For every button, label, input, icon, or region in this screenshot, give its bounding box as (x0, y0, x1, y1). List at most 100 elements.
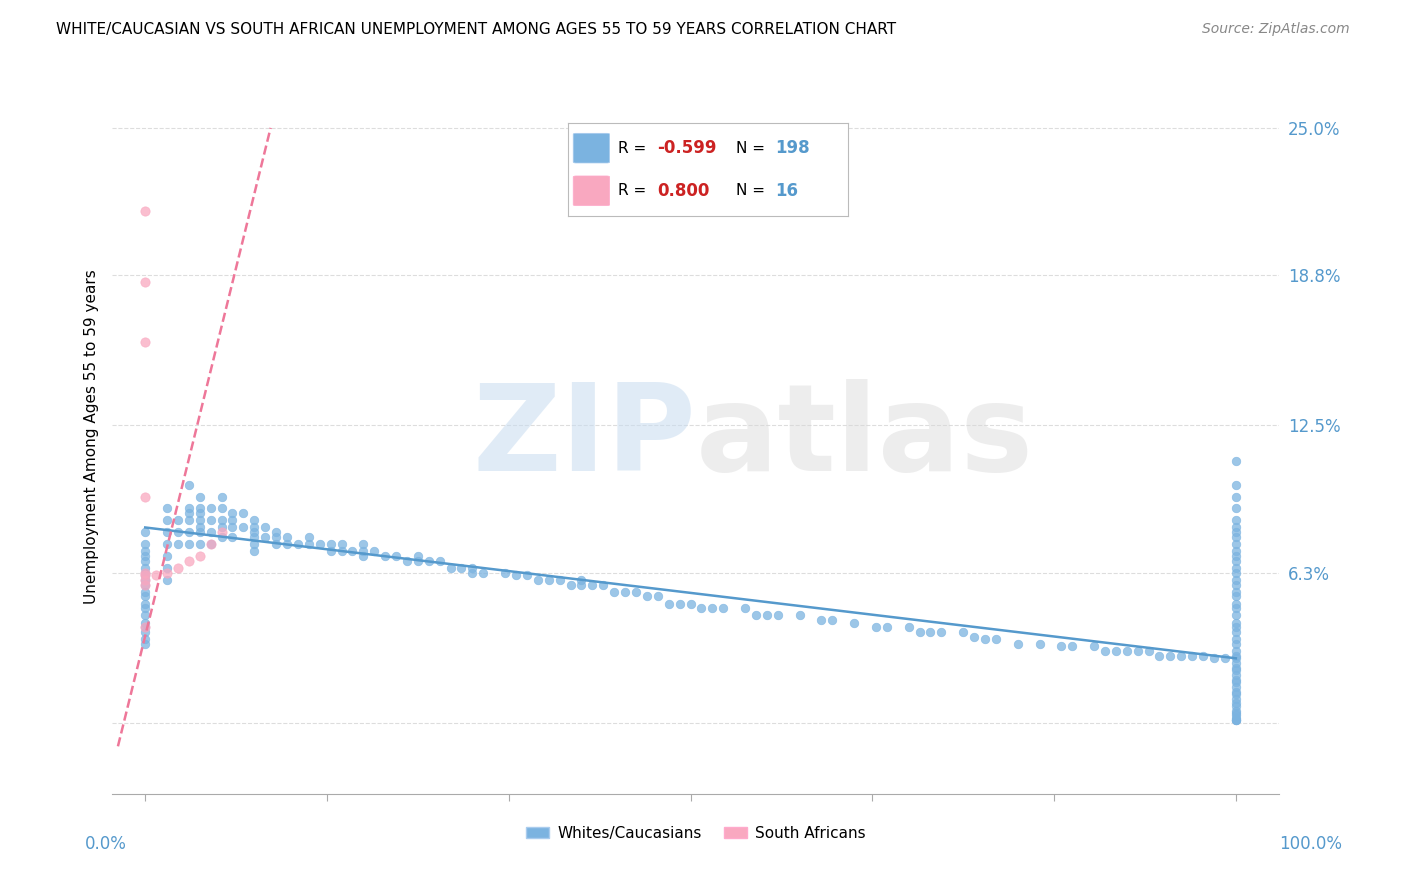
Point (177, 537, 200, 551)
Text: WHITE/CAUCASIAN VS SOUTH AFRICAN UNEMPLOYMENT AMONG AGES 55 TO 59 YEARS CORRELAT: WHITE/CAUCASIAN VS SOUTH AFRICAN UNEMPLO… (56, 22, 897, 37)
Point (1213, 651, 1236, 665)
Point (1225, 663, 1247, 677)
Point (200, 537, 222, 551)
Point (1225, 698, 1247, 713)
Point (647, 590, 669, 604)
Point (1225, 566, 1247, 580)
Point (537, 573, 560, 587)
Point (211, 513, 233, 527)
Point (1137, 644, 1160, 658)
Point (865, 620, 887, 634)
Point (1225, 680, 1247, 694)
Point (308, 537, 330, 551)
Point (842, 615, 865, 630)
Point (221, 513, 243, 527)
Point (134, 204, 156, 219)
Point (984, 632, 1007, 647)
Point (1225, 590, 1247, 604)
Point (1225, 713, 1247, 727)
Point (624, 584, 647, 599)
Point (385, 549, 408, 563)
Point (494, 566, 516, 580)
Point (330, 544, 353, 558)
Point (188, 513, 211, 527)
Point (1225, 713, 1247, 727)
Point (1225, 632, 1247, 647)
Point (221, 520, 243, 534)
Point (264, 530, 287, 544)
Point (156, 549, 179, 563)
Point (243, 525, 266, 540)
Point (276, 530, 298, 544)
Point (1028, 637, 1050, 651)
Point (177, 554, 200, 568)
Point (603, 584, 626, 599)
Point (560, 577, 582, 591)
Point (908, 625, 931, 640)
Point (658, 597, 681, 611)
Point (1225, 525, 1247, 540)
Point (1225, 620, 1247, 634)
Point (1225, 648, 1247, 663)
Point (1225, 584, 1247, 599)
Point (134, 597, 156, 611)
Point (1225, 697, 1247, 711)
Point (429, 554, 451, 568)
Point (232, 506, 254, 520)
Point (1225, 644, 1247, 658)
Point (188, 549, 211, 563)
Point (134, 525, 156, 540)
Point (276, 537, 298, 551)
Point (287, 537, 309, 551)
Point (134, 490, 156, 504)
Point (156, 501, 179, 516)
Point (211, 490, 233, 504)
Point (156, 566, 179, 580)
Text: ZIP: ZIP (472, 378, 696, 496)
Point (1225, 454, 1247, 468)
Point (1225, 513, 1247, 527)
Point (134, 561, 156, 575)
Point (1225, 490, 1247, 504)
Point (298, 537, 321, 551)
Point (1225, 708, 1247, 723)
Point (1181, 648, 1204, 663)
Point (134, 544, 156, 558)
Point (974, 632, 997, 647)
Point (963, 630, 986, 644)
Point (1159, 648, 1181, 663)
Point (134, 584, 156, 599)
Point (200, 525, 222, 540)
Point (167, 537, 190, 551)
Point (1225, 684, 1247, 698)
Point (134, 568, 156, 582)
Text: atlas: atlas (696, 378, 1033, 496)
Point (472, 566, 495, 580)
Point (1225, 673, 1247, 687)
Point (156, 573, 179, 587)
Point (1062, 640, 1084, 654)
Point (1225, 477, 1247, 491)
Point (167, 513, 190, 527)
Point (1225, 573, 1247, 587)
Point (810, 613, 832, 627)
Point (134, 637, 156, 651)
Point (1225, 544, 1247, 558)
Legend: Whites/Caucasians, South Africans: Whites/Caucasians, South Africans (520, 820, 872, 847)
Point (1225, 706, 1247, 720)
Point (1083, 640, 1105, 654)
Point (702, 601, 724, 615)
Point (145, 568, 167, 582)
Point (352, 544, 374, 558)
Point (352, 549, 374, 563)
Point (1225, 711, 1247, 725)
Point (134, 577, 156, 591)
Point (1202, 651, 1225, 665)
Point (188, 537, 211, 551)
Point (461, 566, 484, 580)
Point (134, 608, 156, 623)
Point (134, 620, 156, 634)
Point (1225, 615, 1247, 630)
Point (298, 530, 321, 544)
Point (200, 501, 222, 516)
